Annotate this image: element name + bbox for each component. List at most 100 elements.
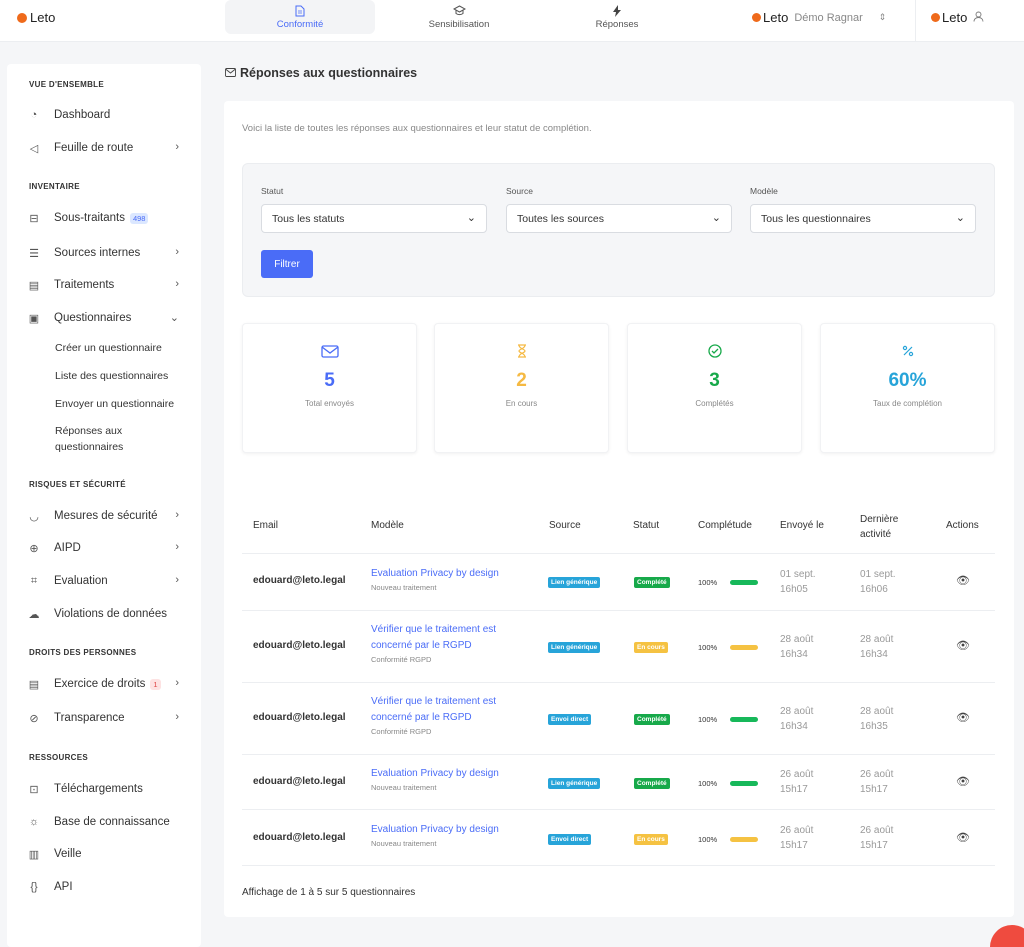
sidebar-item-label: AIPD <box>54 542 81 554</box>
sent-date: 26 août 15h17 <box>780 823 813 853</box>
sidebar-sub-envoyer[interactable]: Envoyer un questionnaire <box>55 398 175 410</box>
sidebar-item-mesures[interactable]: ◡ Mesures de sécurité › <box>27 506 189 526</box>
eye-icon[interactable]: 👁 <box>956 776 970 788</box>
row-model-link[interactable]: Evaluation Privacy by design <box>371 824 499 835</box>
row-model-sub: Conformité RGPD <box>371 655 432 664</box>
sidebar-item-violations[interactable]: ☁ Violations de données <box>27 604 189 624</box>
send-icon: ◁ <box>29 142 39 155</box>
completion-bar <box>730 781 758 786</box>
tab-conformite[interactable]: Conformité <box>225 0 375 34</box>
modele-select[interactable]: Tous les questionnaires ⌄ <box>750 204 976 233</box>
col-header-modele: Modèle <box>371 520 404 531</box>
tab-sensibilisation[interactable]: Sensibilisation <box>384 0 534 34</box>
col-header-statut: Statut <box>633 520 660 531</box>
sidebar-item-evaluation[interactable]: ⌗ Evaluation › <box>27 571 189 591</box>
sidebar-item-transparence[interactable]: ⊘ Transparence › <box>27 708 189 728</box>
row-email: edouard@leto.legal <box>253 712 346 723</box>
sidebar-item-exercice[interactable]: ▤ Exercice de droits 1 › <box>27 674 189 694</box>
sidebar-item-traitements[interactable]: ▤ Traitements › <box>27 275 189 295</box>
source-badge: Envoi direct <box>548 834 592 845</box>
download-icon: ⊡ <box>29 783 39 796</box>
stat-card-en-cours: 2 En cours <box>434 323 609 453</box>
status-badge: Complété <box>634 577 670 588</box>
row-model-sub: Nouveau traitement <box>371 839 437 848</box>
sidebar-item-api[interactable]: {} API <box>27 877 189 897</box>
source-select[interactable]: Toutes les sources ⌄ <box>506 204 732 233</box>
eye-icon[interactable]: 👁 <box>956 640 970 652</box>
sidebar-item-sources-internes[interactable]: ☰ Sources internes › <box>27 243 189 263</box>
row-divider <box>242 610 995 611</box>
sidebar-item-base[interactable]: ☼ Base de connaissance <box>27 812 189 832</box>
chat-launcher-button[interactable] <box>990 925 1024 947</box>
row-model-link[interactable]: Evaluation Privacy by design <box>371 768 499 779</box>
eye-icon[interactable]: 👁 <box>956 712 970 724</box>
stat-label: Total envoyés <box>305 399 354 408</box>
crosshair-icon: ⊕ <box>29 542 39 555</box>
eye-icon[interactable]: 👁 <box>956 575 970 587</box>
sidebar-item-aipd[interactable]: ⊕ AIPD › <box>27 538 189 558</box>
sidebar-sub-reponses[interactable]: Réponses aux questionnaires <box>55 425 124 453</box>
chevron-right-icon: › <box>175 541 179 553</box>
sidebar-item-sous-traitants[interactable]: ⊟ Sous-traitants 498 <box>27 208 189 228</box>
last-time: 16h35 <box>860 721 888 732</box>
row-model: Evaluation Privacy by design Nouveau tra… <box>371 566 521 592</box>
user-menu[interactable]: Leto <box>931 10 984 25</box>
sidebar-item-label: Dashboard <box>54 109 111 121</box>
sidebar-item-telechargements[interactable]: ⊡ Téléchargements <box>27 779 189 799</box>
col-header-derniere-activite: Dernière activité <box>860 514 899 540</box>
chevron-right-icon: › <box>175 278 179 290</box>
source-badge: Envoi direct <box>548 714 592 725</box>
source-badge: Lien générique <box>548 778 601 789</box>
statut-select[interactable]: Tous les statuts ⌄ <box>261 204 487 233</box>
tab-sensibilisation-label: Sensibilisation <box>428 18 490 30</box>
row-model: Evaluation Privacy by design Nouveau tra… <box>371 766 521 792</box>
user-logo-dot-icon <box>931 13 940 22</box>
bolt-icon <box>613 4 621 19</box>
filter-button[interactable]: Filtrer <box>261 250 313 278</box>
col-header-envoye: Envoyé le <box>780 520 824 531</box>
row-model-link[interactable]: Evaluation Privacy by design <box>371 568 499 579</box>
last-time: 15h17 <box>860 840 888 851</box>
sidebar-sub-liste[interactable]: Liste des questionnaires <box>55 370 169 382</box>
sidebar-item-questionnaires[interactable]: ▣ Questionnaires ⌄ <box>27 308 189 328</box>
eye-icon[interactable]: 👁 <box>956 832 970 844</box>
last-activity: 26 août 15h17 <box>860 767 893 797</box>
user-brand-label: Leto <box>942 10 968 25</box>
last-time: 15h17 <box>860 784 888 795</box>
last-activity: 01 sept. 16h06 <box>860 567 896 597</box>
section-risques: RISQUES ET SÉCURITÉ <box>29 480 126 489</box>
row-model-link[interactable]: Vérifier que le traitement est concerné … <box>371 624 497 651</box>
sent-time: 15h17 <box>780 840 808 851</box>
top-bar: Leto Conformité Sensibilisation Réponses… <box>0 0 1024 42</box>
org-selector[interactable]: Leto Démo Ragnar ⇕ <box>752 10 886 25</box>
sidebar-item-label: Base de connaissance <box>54 816 170 828</box>
sidebar-item-label: API <box>54 881 73 893</box>
stat-label: En cours <box>505 399 538 408</box>
scan-icon: ⌗ <box>30 574 38 587</box>
page-title-text: Réponses aux questionnaires <box>240 66 418 80</box>
last-day: 28 août <box>860 634 894 645</box>
sidebar-item-label: Sous-traitants <box>54 212 125 224</box>
org-logo-dot-icon <box>752 13 761 22</box>
sent-date: 28 août 16h34 <box>780 704 813 734</box>
sidebar-item-label: Mesures de sécurité <box>54 510 158 522</box>
tab-reponses[interactable]: Réponses <box>542 0 692 34</box>
statut-select-value: Tous les statuts <box>272 213 345 225</box>
sidebar-item-feuille-de-route[interactable]: ◁ Feuille de route › <box>27 138 189 158</box>
sidebar-item-veille[interactable]: ▥ Veille <box>27 844 189 864</box>
stat-value: 3 <box>709 370 720 391</box>
row-model-link[interactable]: Vérifier que le traitement est concerné … <box>371 696 497 723</box>
sidebar-sub-creer[interactable]: Créer un questionnaire <box>55 342 162 354</box>
eye-off-icon: ⊘ <box>29 712 39 725</box>
section-droits: DROITS DES PERSONNES <box>29 648 137 657</box>
org-brand: Leto <box>763 10 789 25</box>
brand-logo[interactable]: Leto <box>17 10 55 25</box>
sent-day: 28 août <box>780 634 814 645</box>
sent-day: 28 août <box>780 706 814 717</box>
cloud-icon: ☁ <box>28 608 40 621</box>
intro-text: Voici la liste de toutes les réponses au… <box>242 123 592 134</box>
last-day: 01 sept. <box>860 569 896 580</box>
row-model-sub: Conformité RGPD <box>371 727 432 736</box>
stat-value: 2 <box>516 370 527 391</box>
sidebar-item-dashboard[interactable]: ◔ Dashboard <box>27 105 189 125</box>
